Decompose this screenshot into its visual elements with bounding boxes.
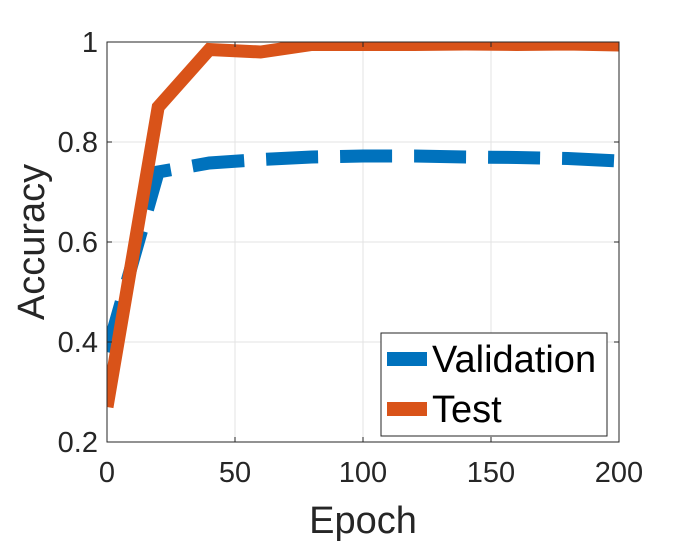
series-line-validation [107,149,619,354]
series-line-test [107,42,619,409]
y-tick-label: 0.2 [58,427,98,459]
legend-label-test: Test [432,389,502,431]
y-tick-label: 0.6 [58,227,98,259]
x-tick-label: 50 [219,457,251,489]
legend: Validation Test [380,332,608,437]
grid [107,42,619,442]
y-tick-label: 0.8 [58,127,98,159]
legend-label-validation: Validation [432,339,596,381]
series-layer [107,42,619,409]
tick-labels: 0 50 100 150 200 0.2 0.4 0.6 0.8 1 [58,27,644,489]
x-tick-label: 100 [339,457,387,489]
y-axis-title: Accuracy [11,164,53,320]
y-tick-label: 1 [82,27,98,59]
x-tick-label: 200 [595,457,643,489]
x-tick-label: 150 [467,457,515,489]
y-tick-label: 0.4 [58,327,98,359]
ticks [106,41,620,443]
x-tick-label: 0 [99,457,115,489]
x-axis-title: Epoch [309,500,417,542]
legend-box [380,332,608,437]
